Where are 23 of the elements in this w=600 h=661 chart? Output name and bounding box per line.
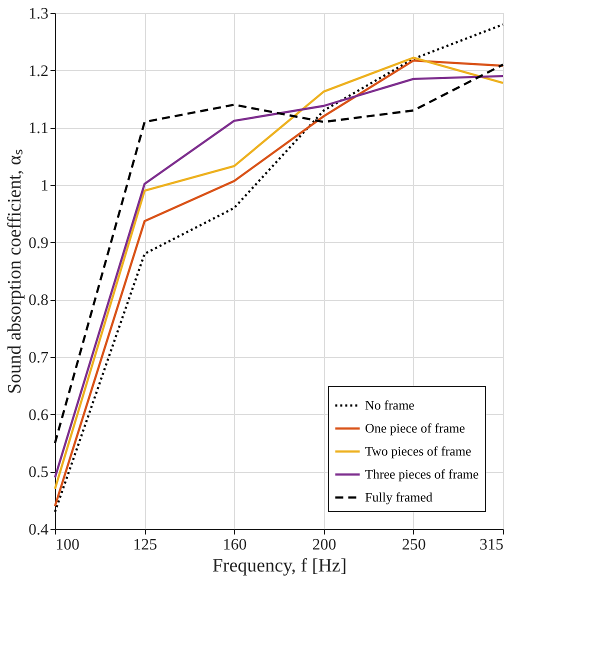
legend-label: Two pieces of frame: [365, 444, 472, 458]
y-tick-label: 0.6: [28, 406, 48, 424]
y-tick-label: 1: [40, 178, 48, 194]
x-tick-label: 200: [312, 536, 336, 554]
y-tick-label: 1.2: [28, 62, 48, 80]
y-tick-label: 0.4: [28, 522, 48, 538]
legend-label: One piece of frame: [365, 420, 466, 436]
y-tick-label: 0.9: [28, 234, 48, 252]
x-axis-title: Frequency, f [Hz]: [212, 556, 347, 576]
x-tick-label: 160: [222, 536, 247, 554]
legend-label: Fully framed: [365, 490, 434, 504]
y-tick-label: 1.1: [28, 120, 48, 138]
y-tick-label: 0.7: [28, 350, 48, 366]
y-axis-title: Sound absorption coefficient, αₛ: [4, 149, 26, 394]
x-tick-label: 315: [480, 536, 504, 554]
legend-label: Three pieces of frame: [365, 466, 479, 482]
legend-label: No frame: [365, 398, 415, 412]
y-tick-label: 0.5: [28, 464, 48, 482]
x-tick-label: 100: [56, 536, 80, 554]
x-tick-label: 125: [133, 536, 158, 554]
y-tick-label: 0.8: [28, 292, 48, 310]
y-tick-label: 1.3: [28, 6, 48, 22]
x-tick-label: 250: [402, 536, 426, 554]
